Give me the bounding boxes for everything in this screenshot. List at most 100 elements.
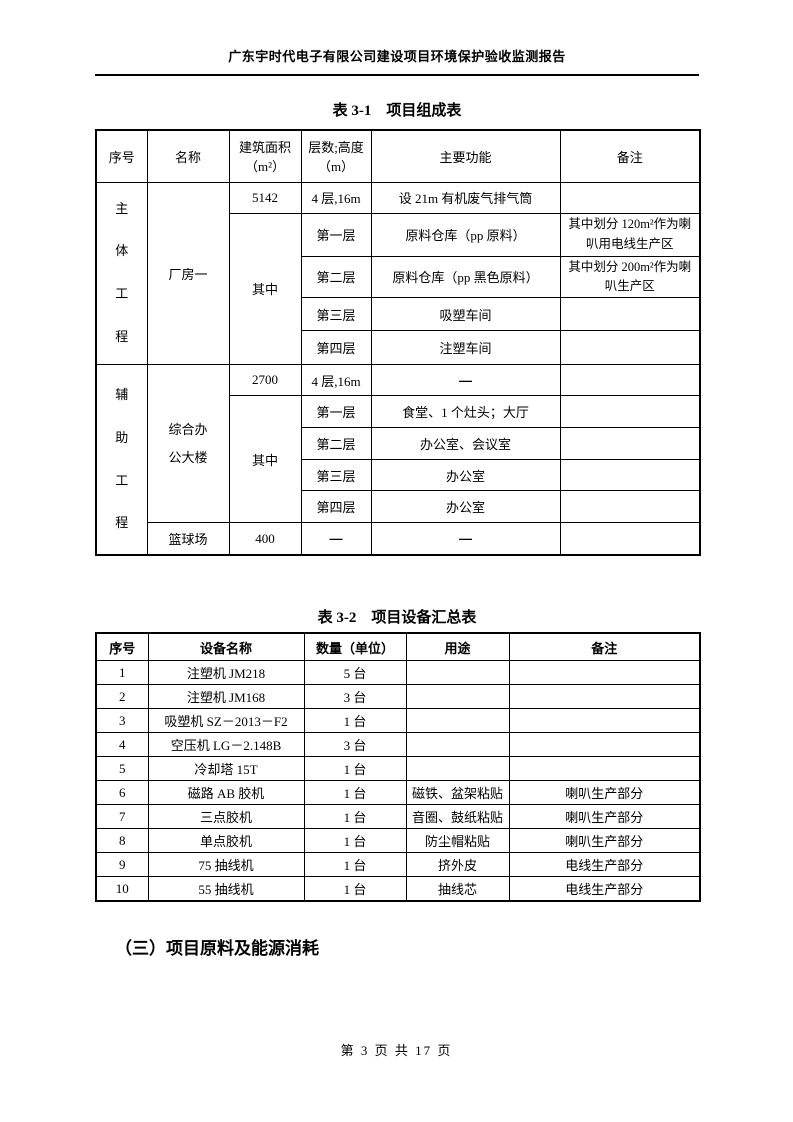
t1-cell-function: 设 21m 有机废气排气筒: [370, 181, 561, 214]
t2-cell-remark: 电线生产部分: [508, 876, 701, 902]
t2-cell-device: 冷却塔 15T: [147, 756, 305, 782]
t2-cell-usage: 抽线芯: [405, 876, 510, 902]
t1-header-floors: 层数;高度（m）: [300, 129, 372, 183]
t2-cell-qty: 1 台: [303, 828, 407, 854]
t1-cell-floor: 第三层: [300, 459, 372, 492]
document-header-title: 广东宇时代电子有限公司建设项目环境保护验收监测报告: [95, 46, 699, 76]
t1-cell-remark: [559, 330, 701, 366]
t2-cell-seq: 2: [95, 684, 149, 710]
table1-header-row: 序号 名称 建筑面积（m²） 层数;高度（m） 主要功能 备注: [95, 129, 701, 183]
t1-cell-remark: [559, 522, 701, 556]
t2-cell-device: 吸塑机 SZ－2013－F2: [147, 708, 305, 734]
table-row: 5 冷却塔 15T 1 台: [95, 756, 701, 782]
table-row: 9 75 抽线机 1 台 挤外皮 电线生产部分: [95, 852, 701, 878]
t1-header-function: 主要功能: [370, 129, 561, 183]
t2-cell-qty: 1 台: [303, 876, 407, 902]
t1-cell-among: 其中: [228, 212, 302, 366]
t2-cell-qty: 3 台: [303, 684, 407, 710]
t2-cell-usage: 音圈、鼓纸粘贴: [405, 804, 510, 830]
t1-cell-function: 注塑车间: [370, 330, 561, 366]
t1-cell-area: 2700: [228, 364, 302, 397]
table-row: 6 磁路 AB 胶机 1 台 磁铁、盆架粘贴 喇叭生产部分: [95, 780, 701, 806]
t1-cell-floor: 第三层: [300, 297, 372, 332]
main-project-vertical-label: 主体工程: [115, 200, 129, 345]
t1-cell-floor: 第四层: [300, 490, 372, 524]
table-row: 第四层 办公室: [96, 490, 701, 524]
t2-cell-device: 单点胶机: [147, 828, 305, 854]
section-heading: （三）项目原料及能源消耗: [115, 938, 319, 958]
t2-header-usage: 用途: [405, 632, 510, 662]
t1-cell-remark: 其中划分 200m²作为喇叭生产区: [559, 255, 701, 299]
t1-cell-function: 办公室: [370, 490, 561, 524]
t2-header-qty: 数量（单位）: [303, 632, 407, 662]
t1-cell-function: 食堂、1 个灶头；大厅: [370, 395, 561, 429]
t2-cell-seq: 9: [95, 852, 149, 878]
t1-cell-floor: 第二层: [300, 255, 372, 299]
t2-cell-remark: [508, 756, 701, 782]
t1-cell-function: —: [370, 364, 561, 397]
t1-cell-area: 400: [228, 522, 302, 556]
t2-cell-qty: 3 台: [303, 732, 407, 758]
table2-title: 表 3-2 项目设备汇总表: [317, 609, 477, 626]
t1-cell-remark: [559, 181, 701, 214]
table1-title: 表 3-1 项目组成表: [332, 103, 462, 119]
table2-header-row: 序号 设备名称 数量（单位） 用途 备注: [95, 632, 701, 662]
t2-cell-usage: [405, 756, 510, 782]
t1-cell-remark: [559, 297, 701, 332]
t1-cell-area: 5142: [228, 181, 302, 214]
table-row: 3 吸塑机 SZ－2013－F2 1 台: [95, 708, 701, 734]
t1-cell-function: 吸塑车间: [370, 297, 561, 332]
table-row: 1 注塑机 JM218 5 台: [95, 660, 701, 686]
t2-cell-qty: 1 台: [303, 756, 407, 782]
t1-cell-floors: —: [300, 522, 372, 556]
table-row: 4 空压机 LG－2.148B 3 台: [95, 732, 701, 758]
t1-cell-remark: [559, 395, 701, 429]
t1-cell-remark: [559, 490, 701, 524]
t2-cell-seq: 3: [95, 708, 149, 734]
t1-cell-floor: 第一层: [300, 212, 372, 257]
t2-cell-qty: 5 台: [303, 660, 407, 686]
t2-cell-remark: 电线生产部分: [508, 852, 701, 878]
table-row: 其中 第一层 食堂、1 个灶头；大厅: [96, 395, 701, 524]
t1-cell-name-court: 篮球场: [146, 522, 230, 556]
t1-cell-remark: [559, 459, 701, 492]
t1-cell-seq-main: 主体工程: [95, 181, 148, 366]
t2-cell-remark: [508, 660, 701, 686]
t2-cell-usage: 磁铁、盆架粘贴: [405, 780, 510, 806]
t2-cell-remark: [508, 684, 701, 710]
t2-cell-remark: [508, 732, 701, 758]
table-row: 7 三点胶机 1 台 音圈、鼓纸粘贴 喇叭生产部分: [95, 804, 701, 830]
project-composition-table: 序号 名称 建筑面积（m²） 层数;高度（m） 主要功能 备注 主体工程 厂房一…: [95, 129, 701, 556]
t2-cell-device: 空压机 LG－2.148B: [147, 732, 305, 758]
t2-cell-device: 注塑机 JM168: [147, 684, 305, 710]
equipment-summary-table: 序号 设备名称 数量（单位） 用途 备注 1 注塑机 JM218 5 台 2: [95, 631, 701, 902]
t2-cell-seq: 5: [95, 756, 149, 782]
t2-cell-device: 磁路 AB 胶机: [147, 780, 305, 806]
content-area: 广东宇时代电子有限公司建设项目环境保护验收监测报告 表 3-1 项目组成表 序号…: [95, 0, 701, 959]
t2-cell-seq: 7: [95, 804, 149, 830]
t2-cell-usage: [405, 732, 510, 758]
page-number: 第 3 页 共 17 页: [340, 1043, 453, 1058]
t2-header-seq: 序号: [95, 632, 149, 662]
t2-cell-usage: [405, 708, 510, 734]
table-row: 第二层 原料仓库（pp 黑色原料） 其中划分 200m²作为喇叭生产区: [96, 255, 701, 299]
t2-cell-device: 55 抽线机: [147, 876, 305, 902]
t2-cell-seq: 8: [95, 828, 149, 854]
t1-header-remark: 备注: [559, 129, 701, 183]
t1-cell-function: 原料仓库（pp 原料）: [370, 212, 561, 257]
t2-cell-remark: [508, 708, 701, 734]
t2-cell-remark: 喇叭生产部分: [508, 780, 701, 806]
table-row: 2 注塑机 JM168 3 台: [95, 684, 701, 710]
t1-cell-seq-auxiliary: 辅助工程: [95, 364, 148, 556]
table-row: 辅助工程 综合办公大楼 2700 4 层,16m —: [95, 364, 701, 556]
table-row: 第二层 办公室、会议室: [96, 427, 701, 461]
t1-cell-function: 办公室: [370, 459, 561, 492]
t1-cell-floor: 第四层: [300, 330, 372, 366]
t2-cell-seq: 6: [95, 780, 149, 806]
t1-cell-function: —: [370, 522, 561, 556]
t1-cell-remark: [559, 427, 701, 461]
t1-header-area: 建筑面积（m²）: [228, 129, 302, 183]
t1-cell-function: 原料仓库（pp 黑色原料）: [370, 255, 561, 299]
table-row: 篮球场 400 — —: [96, 522, 701, 556]
